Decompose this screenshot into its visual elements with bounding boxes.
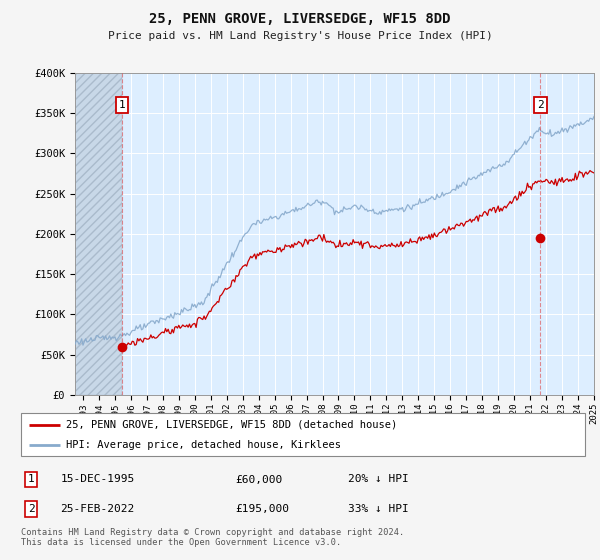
Text: Price paid vs. HM Land Registry's House Price Index (HPI): Price paid vs. HM Land Registry's House … — [107, 31, 493, 41]
Text: 1: 1 — [28, 474, 35, 484]
Text: 2: 2 — [28, 504, 35, 514]
Text: 15-DEC-1995: 15-DEC-1995 — [61, 474, 135, 484]
Text: 33% ↓ HPI: 33% ↓ HPI — [348, 504, 409, 514]
Text: £195,000: £195,000 — [235, 504, 289, 514]
Text: 2: 2 — [537, 100, 544, 110]
Text: 1: 1 — [119, 100, 125, 110]
Text: 20% ↓ HPI: 20% ↓ HPI — [348, 474, 409, 484]
Text: 25, PENN GROVE, LIVERSEDGE, WF15 8DD (detached house): 25, PENN GROVE, LIVERSEDGE, WF15 8DD (de… — [66, 420, 397, 430]
Text: 25, PENN GROVE, LIVERSEDGE, WF15 8DD: 25, PENN GROVE, LIVERSEDGE, WF15 8DD — [149, 12, 451, 26]
Text: 25-FEB-2022: 25-FEB-2022 — [61, 504, 135, 514]
Text: Contains HM Land Registry data © Crown copyright and database right 2024.
This d: Contains HM Land Registry data © Crown c… — [21, 528, 404, 547]
Text: £60,000: £60,000 — [235, 474, 283, 484]
Bar — [75, 73, 122, 395]
Text: HPI: Average price, detached house, Kirklees: HPI: Average price, detached house, Kirk… — [66, 440, 341, 450]
